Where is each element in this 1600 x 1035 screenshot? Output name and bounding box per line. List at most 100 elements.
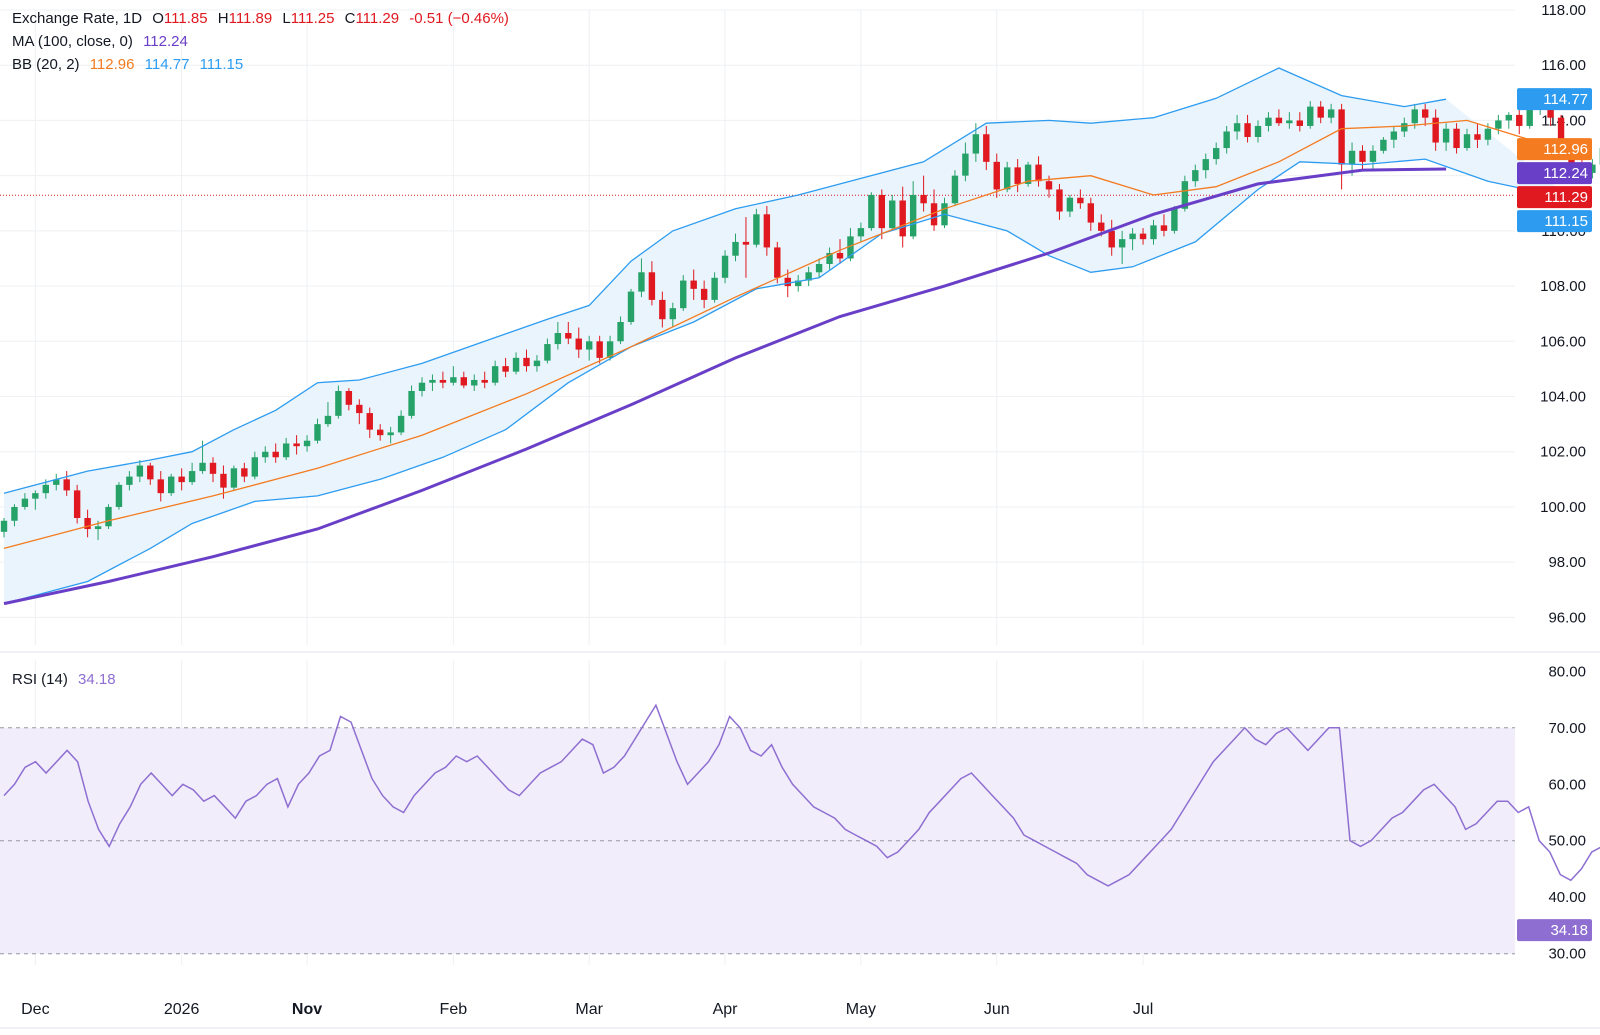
tag-rsi: 34.18 [1550,922,1588,939]
price-tick-label: 104.00 [1540,389,1586,406]
candle-body [732,241,739,256]
candle-body [1401,123,1408,132]
candle-body [188,471,196,483]
candle-body [1286,120,1293,124]
tag-bb-upper: 114.77 [1543,91,1588,108]
candle-body [1160,225,1168,231]
candle-body [314,424,321,441]
candle-body [1202,159,1209,171]
candle-body [1181,181,1189,209]
bb-upper-line [3,67,1447,494]
candle-body [1411,109,1418,124]
candle-body [335,391,342,416]
rsi-tick-label: 80.00 [1548,663,1586,680]
candle-body [1589,164,1596,173]
candle-body [512,357,520,372]
candle-body [366,413,373,430]
time-axis-label: Mar [575,1001,603,1018]
rsi-tick-label: 50.00 [1548,833,1586,850]
candle-body [429,379,436,383]
legend-rsi-value: 34.18 [78,671,116,688]
candle-body [1380,139,1387,151]
tag-bb-lower-bg [1517,210,1592,233]
candle-body [993,161,1000,190]
price-tick-label: 100.00 [1540,499,1586,516]
candle-body [1359,150,1366,162]
tag-bb-mid: 112.96 [1543,141,1588,158]
tag-ma-bg [1517,162,1592,185]
bb-lower-line [3,158,1572,605]
candle-body [836,252,844,259]
candle-body [105,506,112,527]
candle-body [983,134,990,162]
candle-body [544,344,551,361]
rsi-band-fill [0,727,1515,954]
candle-body [32,493,39,499]
candle-body [63,479,70,491]
legend-ma-value: 112.24 [143,33,188,50]
candle-body [1505,114,1512,121]
candle-body [1108,230,1115,248]
candle-body [1213,148,1220,160]
candle-body [1348,150,1356,165]
candle-body [680,280,687,309]
candle-body [1526,109,1533,126]
candle-body [1056,189,1063,212]
time-axis-label: Apr [713,1001,739,1018]
candle-body [282,443,290,458]
tag-bb-mid-bg [1517,138,1592,161]
legend-high-value: 111.89 [228,10,273,27]
tag-bb-upper-bg [1517,88,1592,111]
candle-body [1557,117,1565,154]
legend-ma: MA (100, close, 0) 112.24 [12,33,194,50]
candle-body [627,291,635,322]
candle-body [742,241,750,245]
candle-body [387,432,394,436]
ma100-line [3,167,1447,606]
candle-body [251,457,258,477]
tag-close-bg [1517,186,1592,209]
candle-body [669,308,676,320]
candle-body [1035,164,1042,182]
legend-open-value: 111.85 [163,10,208,27]
rsi-tick-label: 60.00 [1548,776,1586,793]
candle-body [481,379,488,383]
candle-body [136,465,144,477]
candle-body [1192,170,1199,182]
bb-mid-line [3,119,1572,550]
candle-body [1317,106,1324,118]
tag-bb-lower: 111.15 [1544,213,1588,230]
legend-low-value: 111.25 [290,10,335,27]
bollinger-band-fill [4,68,1572,604]
candle-body [899,200,906,237]
candle-body [147,465,154,480]
candle-body [648,272,656,300]
candle-body [774,247,781,278]
tag-ma: 112.24 [1543,165,1588,182]
candle-body [909,194,917,237]
candle-body [53,479,60,485]
candle-body [1077,197,1084,204]
legend-rsi: RSI (14) 34.18 [12,671,122,688]
candle-body [1223,131,1230,149]
legend-bb-mid: 112.96 [89,56,135,73]
candle-body [230,468,238,488]
candle-body [1004,167,1011,190]
time-axis-label: Jul [1133,1001,1153,1018]
candle-body [1484,128,1492,140]
candle-body [711,277,718,300]
rsi-tick-label: 30.00 [1548,946,1586,963]
candle-body [377,429,384,436]
legend-bb-lower: 111.15 [199,56,244,73]
rsi-line [3,703,1600,887]
candle-body [523,357,530,367]
candle-body [324,415,332,425]
candle-body [178,476,185,483]
candle-body [42,484,49,494]
candle-body [1516,114,1523,126]
candle-body [575,338,582,350]
candle-body [753,214,760,245]
legend-symbol: Exchange Rate, 1D [12,10,143,27]
